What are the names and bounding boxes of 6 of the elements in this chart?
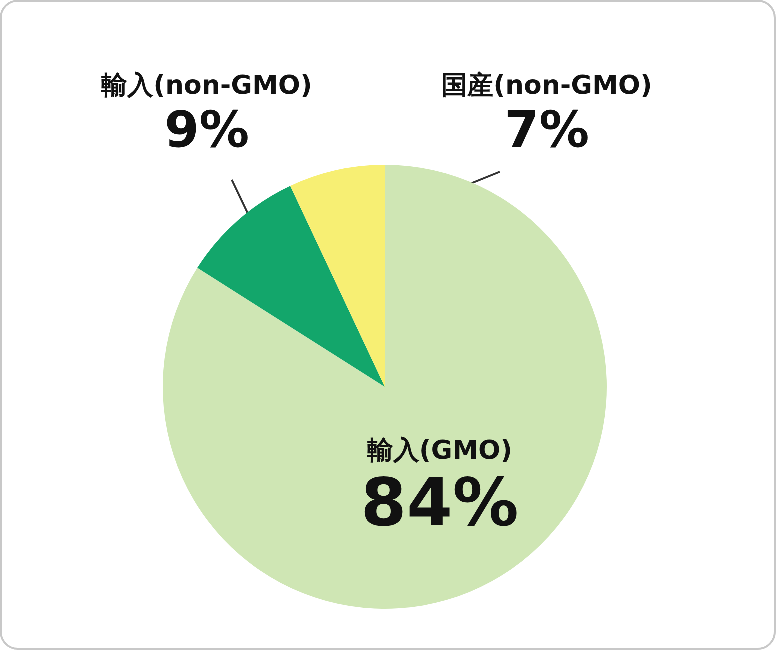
data-label: 7%: [504, 101, 590, 159]
slice-label: 輸入(non-GMO): [100, 71, 312, 101]
slice-label: 国産(non-GMO): [442, 71, 652, 101]
data-label: 9%: [164, 101, 250, 159]
data-label: 84%: [360, 464, 519, 542]
slice-label: 輸入(GMO): [366, 436, 512, 466]
